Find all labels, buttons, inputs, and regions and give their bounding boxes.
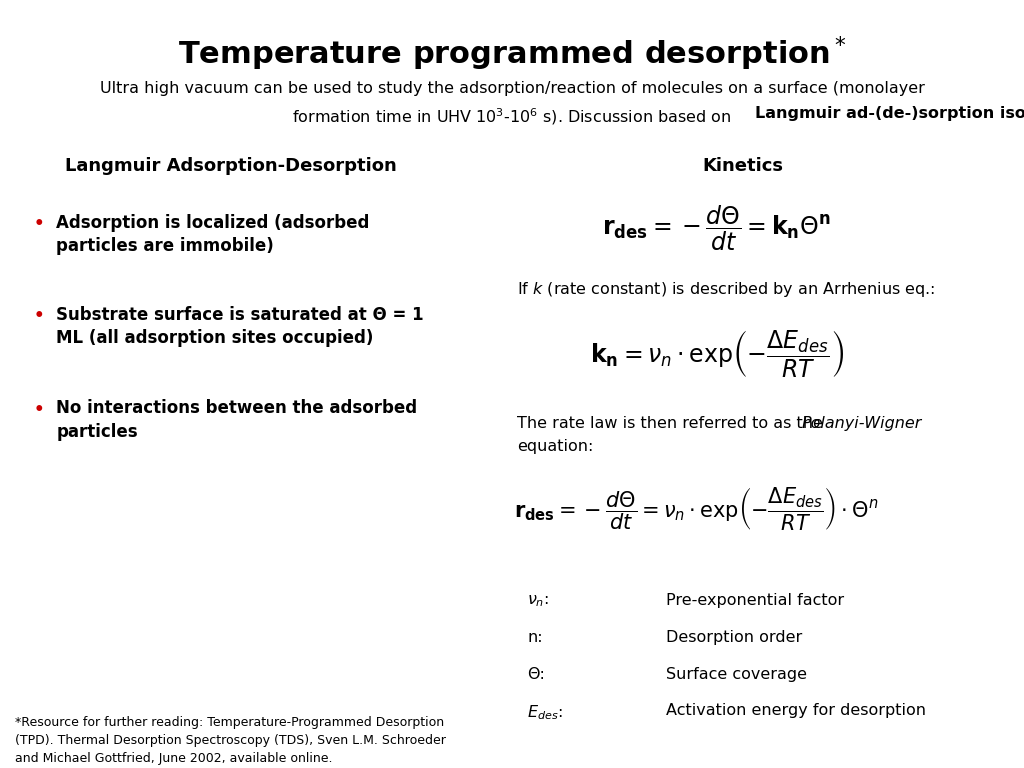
Text: Polanyi-Wigner: Polanyi-Wigner bbox=[802, 416, 923, 432]
Text: Langmuir Adsorption-Desorption: Langmuir Adsorption-Desorption bbox=[65, 157, 396, 175]
Text: Ultra high vacuum can be used to study the adsorption/reaction of molecules on a: Ultra high vacuum can be used to study t… bbox=[99, 81, 925, 96]
Text: equation:: equation: bbox=[517, 439, 594, 455]
Text: Pre-exponential factor: Pre-exponential factor bbox=[666, 593, 844, 608]
Text: Adsorption is localized (adsorbed
particles are immobile): Adsorption is localized (adsorbed partic… bbox=[56, 214, 370, 255]
Text: The rate law is then referred to as the: The rate law is then referred to as the bbox=[517, 416, 828, 432]
Text: $\nu_n$:: $\nu_n$: bbox=[527, 593, 549, 608]
Text: Desorption order: Desorption order bbox=[666, 630, 802, 645]
Text: Temperature programmed desorption$^*$: Temperature programmed desorption$^*$ bbox=[177, 35, 847, 73]
Text: Substrate surface is saturated at Θ = 1
ML (all adsorption sites occupied): Substrate surface is saturated at Θ = 1 … bbox=[56, 306, 424, 347]
Text: •: • bbox=[34, 215, 44, 233]
Text: *Resource for further reading: Temperature-Programmed Desorption
(TPD). Thermal : *Resource for further reading: Temperatu… bbox=[15, 716, 446, 765]
Text: $E_{des}$:: $E_{des}$: bbox=[527, 703, 563, 722]
Text: •: • bbox=[34, 307, 44, 325]
Text: $\mathbf{k}_\mathbf{n}=\nu_n\cdot\exp\!\left(-\dfrac{\Delta E_{des}}{RT}\right)$: $\mathbf{k}_\mathbf{n}=\nu_n\cdot\exp\!\… bbox=[590, 329, 844, 380]
Text: Langmuir ad-(de-)sorption isotherm: Langmuir ad-(de-)sorption isotherm bbox=[755, 106, 1024, 121]
Text: •: • bbox=[34, 401, 44, 419]
Text: Θ:: Θ: bbox=[527, 667, 545, 682]
Text: Kinetics: Kinetics bbox=[701, 157, 783, 175]
Text: $\mathbf{r}_\mathbf{des}=-\dfrac{d\Theta}{dt}=\mathbf{k}_\mathbf{n}\Theta^\mathb: $\mathbf{r}_\mathbf{des}=-\dfrac{d\Theta… bbox=[602, 204, 831, 253]
Text: n:: n: bbox=[527, 630, 543, 645]
Text: Surface coverage: Surface coverage bbox=[666, 667, 807, 682]
Text: $\mathbf{r}_\mathbf{des}=-\dfrac{d\Theta}{dt}=\nu_n\cdot\exp\!\left(-\dfrac{\Del: $\mathbf{r}_\mathbf{des}=-\dfrac{d\Theta… bbox=[514, 485, 879, 532]
Text: No interactions between the adsorbed
particles: No interactions between the adsorbed par… bbox=[56, 399, 418, 441]
Text: formation time in UHV 10$^3$-10$^6$ s). Discussion based on: formation time in UHV 10$^3$-10$^6$ s). … bbox=[292, 106, 732, 127]
Text: Activation energy for desorption: Activation energy for desorption bbox=[666, 703, 926, 719]
Text: If $k$ (rate constant) is described by an Arrhenius eq.:: If $k$ (rate constant) is described by a… bbox=[517, 280, 935, 300]
